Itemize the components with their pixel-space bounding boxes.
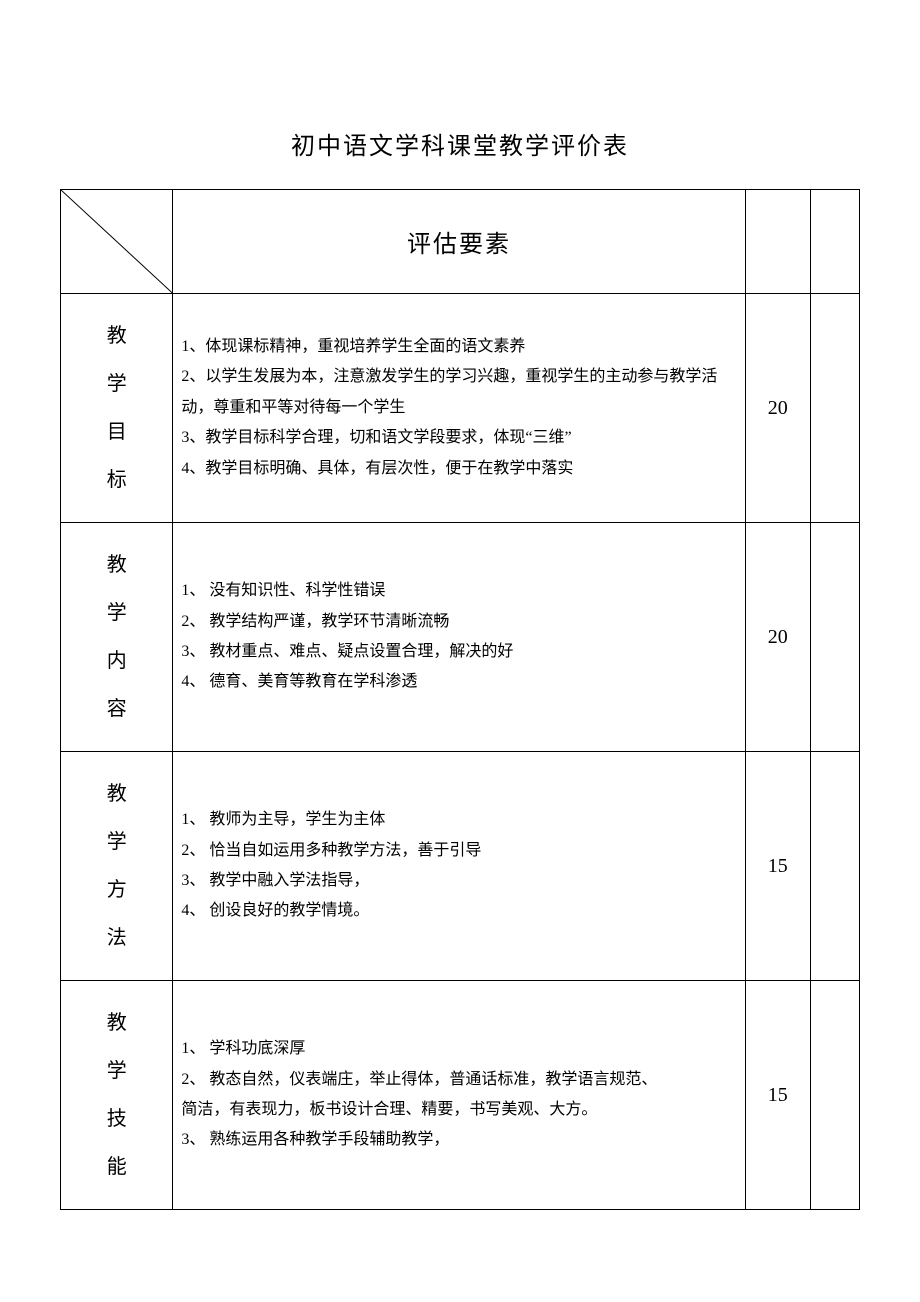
criteria-cell: 1、 没有知识性、科学性错误2、 教学结构严谨，教学环节清晰流畅3、 教材重点、… <box>173 523 745 752</box>
evaluation-table: 评估要素 教学目标 1、体现课标精神，重视培养学生全面的语文素养2、以学生发展为… <box>60 189 860 1210</box>
score-cell: 20 <box>745 294 810 523</box>
table-header-row: 评估要素 <box>61 190 860 294</box>
diagonal-header-cell <box>61 190 173 294</box>
page: 初中语文学科课堂教学评价表 评估要素 教学目标 1、体现课标精神，重视培养学生全… <box>0 0 920 1302</box>
blank-header <box>810 190 859 294</box>
blank-cell <box>810 523 859 752</box>
category-cell: 教学技能 <box>61 981 173 1210</box>
criteria-cell: 1、 教师为主导，学生为主体2、 恰当自如运用多种教学方法，善于引导3、 教学中… <box>173 752 745 981</box>
category-cell: 教学方法 <box>61 752 173 981</box>
criteria-cell: 1、体现课标精神，重视培养学生全面的语文素养2、以学生发展为本，注意激发学生的学… <box>173 294 745 523</box>
table-row: 教学内容 1、 没有知识性、科学性错误2、 教学结构严谨，教学环节清晰流畅3、 … <box>61 523 860 752</box>
score-cell: 20 <box>745 523 810 752</box>
score-cell: 15 <box>745 981 810 1210</box>
score-cell: 15 <box>745 752 810 981</box>
blank-cell <box>810 981 859 1210</box>
category-cell: 教学内容 <box>61 523 173 752</box>
table-row: 教学目标 1、体现课标精神，重视培养学生全面的语文素养2、以学生发展为本，注意激… <box>61 294 860 523</box>
table-row: 教学技能 1、 学科功底深厚2、 教态自然，仪表端庄，举止得体，普通话标准，教学… <box>61 981 860 1210</box>
blank-cell <box>810 294 859 523</box>
page-title: 初中语文学科课堂教学评价表 <box>60 126 860 161</box>
table-row: 教学方法 1、 教师为主导，学生为主体2、 恰当自如运用多种教学方法，善于引导3… <box>61 752 860 981</box>
diagonal-line-icon <box>61 190 172 293</box>
category-cell: 教学目标 <box>61 294 173 523</box>
score-header <box>745 190 810 294</box>
blank-cell <box>810 752 859 981</box>
criteria-header: 评估要素 <box>173 190 745 294</box>
criteria-cell: 1、 学科功底深厚2、 教态自然，仪表端庄，举止得体，普通话标准，教学语言规范、… <box>173 981 745 1210</box>
